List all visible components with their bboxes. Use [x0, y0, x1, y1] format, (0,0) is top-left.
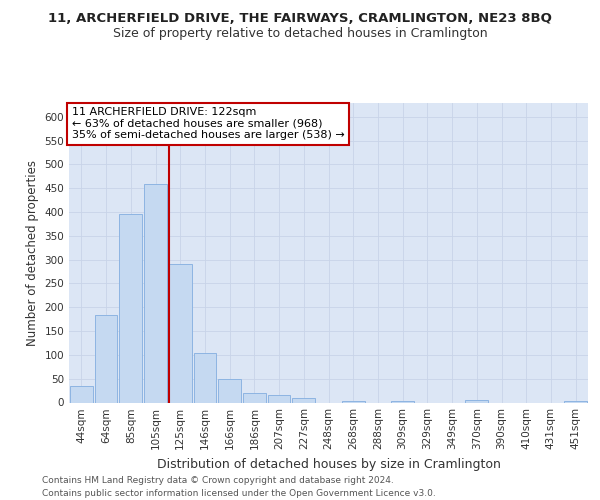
Bar	[218, 379, 241, 402]
Bar	[268, 396, 290, 402]
Bar	[95, 316, 118, 402]
Bar	[70, 386, 93, 402]
X-axis label: Distribution of detached houses by size in Cramlington: Distribution of detached houses by size …	[157, 458, 500, 471]
Bar	[169, 264, 191, 402]
Bar	[194, 352, 216, 403]
Bar	[342, 400, 365, 402]
Y-axis label: Number of detached properties: Number of detached properties	[26, 160, 39, 346]
Bar	[119, 214, 142, 402]
Bar	[564, 400, 587, 402]
Text: 11, ARCHERFIELD DRIVE, THE FAIRWAYS, CRAMLINGTON, NE23 8BQ: 11, ARCHERFIELD DRIVE, THE FAIRWAYS, CRA…	[48, 12, 552, 26]
Bar	[391, 400, 414, 402]
Text: Contains HM Land Registry data © Crown copyright and database right 2024.: Contains HM Land Registry data © Crown c…	[42, 476, 394, 485]
Bar	[144, 184, 167, 402]
Text: 11 ARCHERFIELD DRIVE: 122sqm
← 63% of detached houses are smaller (968)
35% of s: 11 ARCHERFIELD DRIVE: 122sqm ← 63% of de…	[71, 107, 344, 140]
Text: Size of property relative to detached houses in Cramlington: Size of property relative to detached ho…	[113, 28, 487, 40]
Text: Contains public sector information licensed under the Open Government Licence v3: Contains public sector information licen…	[42, 489, 436, 498]
Bar	[243, 392, 266, 402]
Bar	[292, 398, 315, 402]
Bar	[466, 400, 488, 402]
